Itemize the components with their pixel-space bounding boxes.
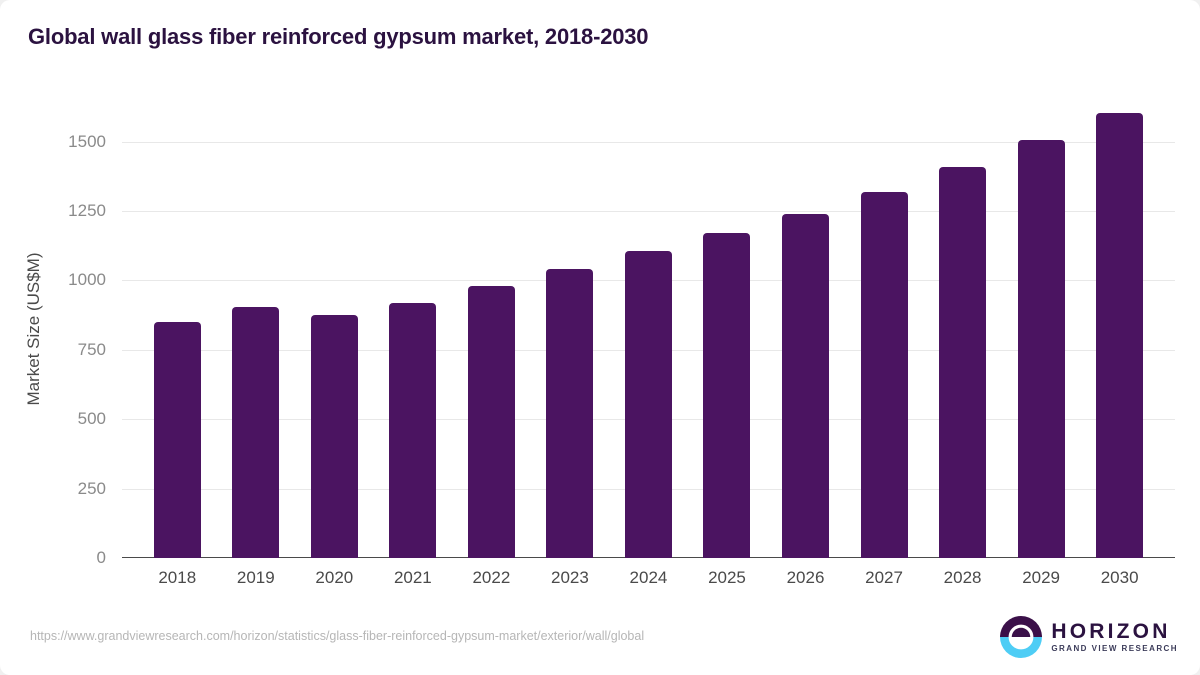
y-tick-label: 1000: [68, 270, 106, 290]
bar-slot: 2022: [452, 100, 531, 587]
bar-series: 2018 2019 2020 2021 2022 2023 2024 2025 2026 2027…: [122, 100, 1175, 587]
bar[interactable]: [389, 302, 437, 558]
bar[interactable]: [467, 285, 515, 558]
bar-slot: 2026: [766, 100, 845, 587]
y-tick-label: 500: [77, 409, 106, 429]
x-tick-label: 2028: [943, 568, 982, 587]
bar[interactable]: [1017, 140, 1065, 558]
bar-slot: 2023: [531, 100, 610, 587]
y-tick-label: 750: [77, 339, 106, 359]
x-tick-label: 2020: [315, 568, 354, 587]
x-tick-label: 2030: [1100, 568, 1139, 587]
x-tick-label: 2026: [786, 568, 825, 587]
bar-slot: 2024: [609, 100, 688, 587]
bar[interactable]: [153, 322, 201, 558]
y-tick-label: 0: [96, 548, 106, 567]
bar-slot: 2027: [845, 100, 924, 587]
bar-slot: 2021: [374, 100, 453, 587]
chart-title: Global wall glass fiber reinforced gypsu…: [28, 24, 649, 49]
x-tick-label: 2018: [158, 568, 197, 587]
bar[interactable]: [546, 269, 594, 558]
y-tick-label: 1500: [68, 131, 106, 151]
x-tick-label: 2021: [393, 568, 432, 587]
y-axis-title: Market Size (US$M): [24, 252, 43, 406]
bar[interactable]: [939, 166, 987, 558]
source-url[interactable]: https://www.grandviewresearch.com/horizo…: [30, 629, 645, 643]
bar[interactable]: [232, 306, 280, 558]
bar[interactable]: [310, 315, 358, 558]
x-tick-label: 2029: [1022, 568, 1061, 587]
x-tick-label: 2023: [551, 568, 589, 587]
x-tick-label: 2025: [708, 568, 746, 587]
plot-area: 0 250 500 750 1000 1250 1500 2018 2019 2020 2021 2…: [68, 100, 1175, 587]
logo-tagline: GRAND VIEW RESEARCH: [1051, 644, 1178, 653]
bar[interactable]: [703, 233, 751, 558]
logo-text: HORIZON GRAND VIEW RESEARCH: [1051, 621, 1178, 653]
bar[interactable]: [860, 191, 908, 558]
x-tick-label: 2019: [236, 568, 275, 587]
bar[interactable]: [782, 213, 830, 558]
bar-slot: 2025: [688, 100, 767, 587]
bar-slot: 2018: [138, 100, 217, 587]
bar-slot: 2029: [1002, 100, 1081, 587]
x-tick-label: 2027: [865, 568, 903, 587]
bar-slot: 2030: [1080, 100, 1159, 587]
y-tick-label: 250: [77, 478, 106, 498]
bar[interactable]: [624, 251, 672, 558]
bar-slot: 2028: [923, 100, 1002, 587]
gridline: [122, 141, 1175, 143]
x-tick-label: 2024: [629, 568, 668, 587]
logo-wordmark: HORIZON: [1051, 620, 1171, 643]
bar-slot: 2020: [295, 100, 374, 587]
bar-slot: 2019: [217, 100, 296, 587]
x-tick-label: 2022: [472, 568, 511, 587]
horizon-logo-icon: [1000, 616, 1043, 658]
bar[interactable]: [1096, 112, 1144, 558]
y-tick-label: 1250: [68, 201, 106, 221]
gridline: [122, 211, 1175, 213]
horizon-logo[interactable]: HORIZON GRAND VIEW RESEARCH: [1000, 616, 1178, 658]
